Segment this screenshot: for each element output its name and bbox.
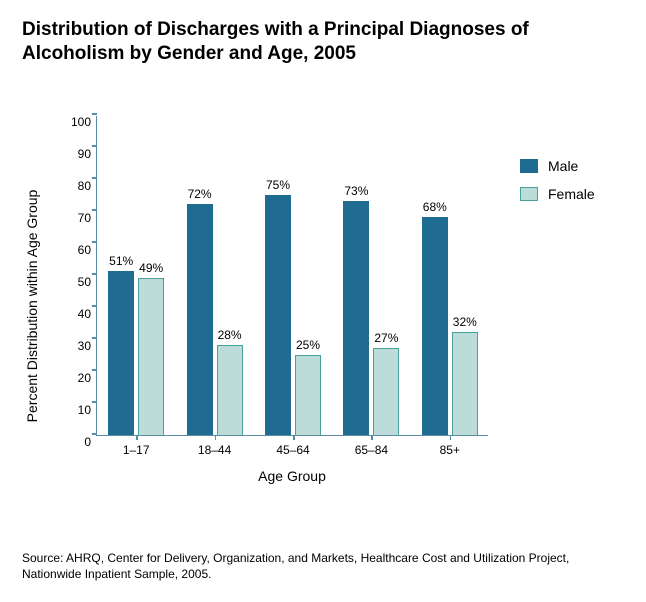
x-tick-mark [293, 435, 295, 440]
bar-female: 49% [138, 278, 164, 435]
legend-label: Female [548, 186, 595, 202]
y-tick-mark [92, 273, 97, 275]
y-tick-label: 60 [63, 243, 91, 257]
y-tick-label: 90 [63, 147, 91, 161]
bar-female: 32% [452, 332, 478, 434]
y-tick-mark [92, 241, 97, 243]
y-tick-mark [92, 177, 97, 179]
y-tick-mark [92, 145, 97, 147]
y-tick-label: 40 [63, 307, 91, 321]
y-tick-mark [92, 113, 97, 115]
bar-value-label: 75% [266, 178, 290, 192]
y-tick-label: 70 [63, 211, 91, 225]
y-tick-label: 50 [63, 275, 91, 289]
y-tick-mark [92, 305, 97, 307]
x-tick-mark [371, 435, 373, 440]
bar-value-label: 27% [374, 331, 398, 345]
x-tick-label: 18–44 [198, 443, 231, 457]
bar-male: 68% [422, 217, 448, 435]
bar-female: 25% [295, 355, 321, 435]
bar-value-label: 72% [188, 187, 212, 201]
x-axis-label: Age Group [96, 468, 488, 484]
legend-item: Female [520, 186, 595, 202]
bar-value-label: 51% [109, 254, 133, 268]
y-tick-label: 10 [63, 403, 91, 417]
bar-female: 27% [373, 348, 399, 434]
plot-region: 010203040506070809010051%49%1–1772%28%18… [96, 116, 488, 436]
y-tick-mark [92, 337, 97, 339]
bar-value-label: 49% [139, 261, 163, 275]
y-axis-label: Percent Distribution within Age Group [24, 189, 40, 422]
bar-value-label: 73% [344, 184, 368, 198]
x-tick-label: 65–84 [355, 443, 388, 457]
bar-value-label: 28% [218, 328, 242, 342]
chart-title: Distribution of Discharges with a Princi… [22, 18, 624, 66]
y-tick-mark [92, 401, 97, 403]
legend-swatch [520, 187, 538, 201]
legend-label: Male [548, 158, 578, 174]
bar-male: 72% [187, 204, 213, 434]
legend: Male Female [520, 158, 595, 214]
y-tick-label: 100 [63, 115, 91, 129]
chart-area: Percent Distribution within Age Group 01… [60, 116, 624, 496]
legend-item: Male [520, 158, 595, 174]
bar-male: 73% [343, 201, 369, 435]
bar-male: 51% [108, 271, 134, 434]
y-tick-label: 0 [63, 435, 91, 449]
y-tick-label: 80 [63, 179, 91, 193]
bar-female: 28% [217, 345, 243, 435]
y-tick-mark [92, 209, 97, 211]
bar-value-label: 68% [423, 200, 447, 214]
x-tick-label: 1–17 [123, 443, 150, 457]
y-tick-label: 30 [63, 339, 91, 353]
y-tick-mark [92, 433, 97, 435]
x-tick-mark [450, 435, 452, 440]
y-tick-label: 20 [63, 371, 91, 385]
source-text: Source: AHRQ, Center for Delivery, Organ… [22, 550, 624, 582]
x-tick-label: 45–64 [276, 443, 309, 457]
bar-value-label: 32% [453, 315, 477, 329]
y-tick-mark [92, 369, 97, 371]
bar-male: 75% [265, 195, 291, 435]
x-tick-label: 85+ [440, 443, 460, 457]
legend-swatch [520, 159, 538, 173]
x-tick-mark [136, 435, 138, 440]
bar-value-label: 25% [296, 338, 320, 352]
x-tick-mark [215, 435, 217, 440]
